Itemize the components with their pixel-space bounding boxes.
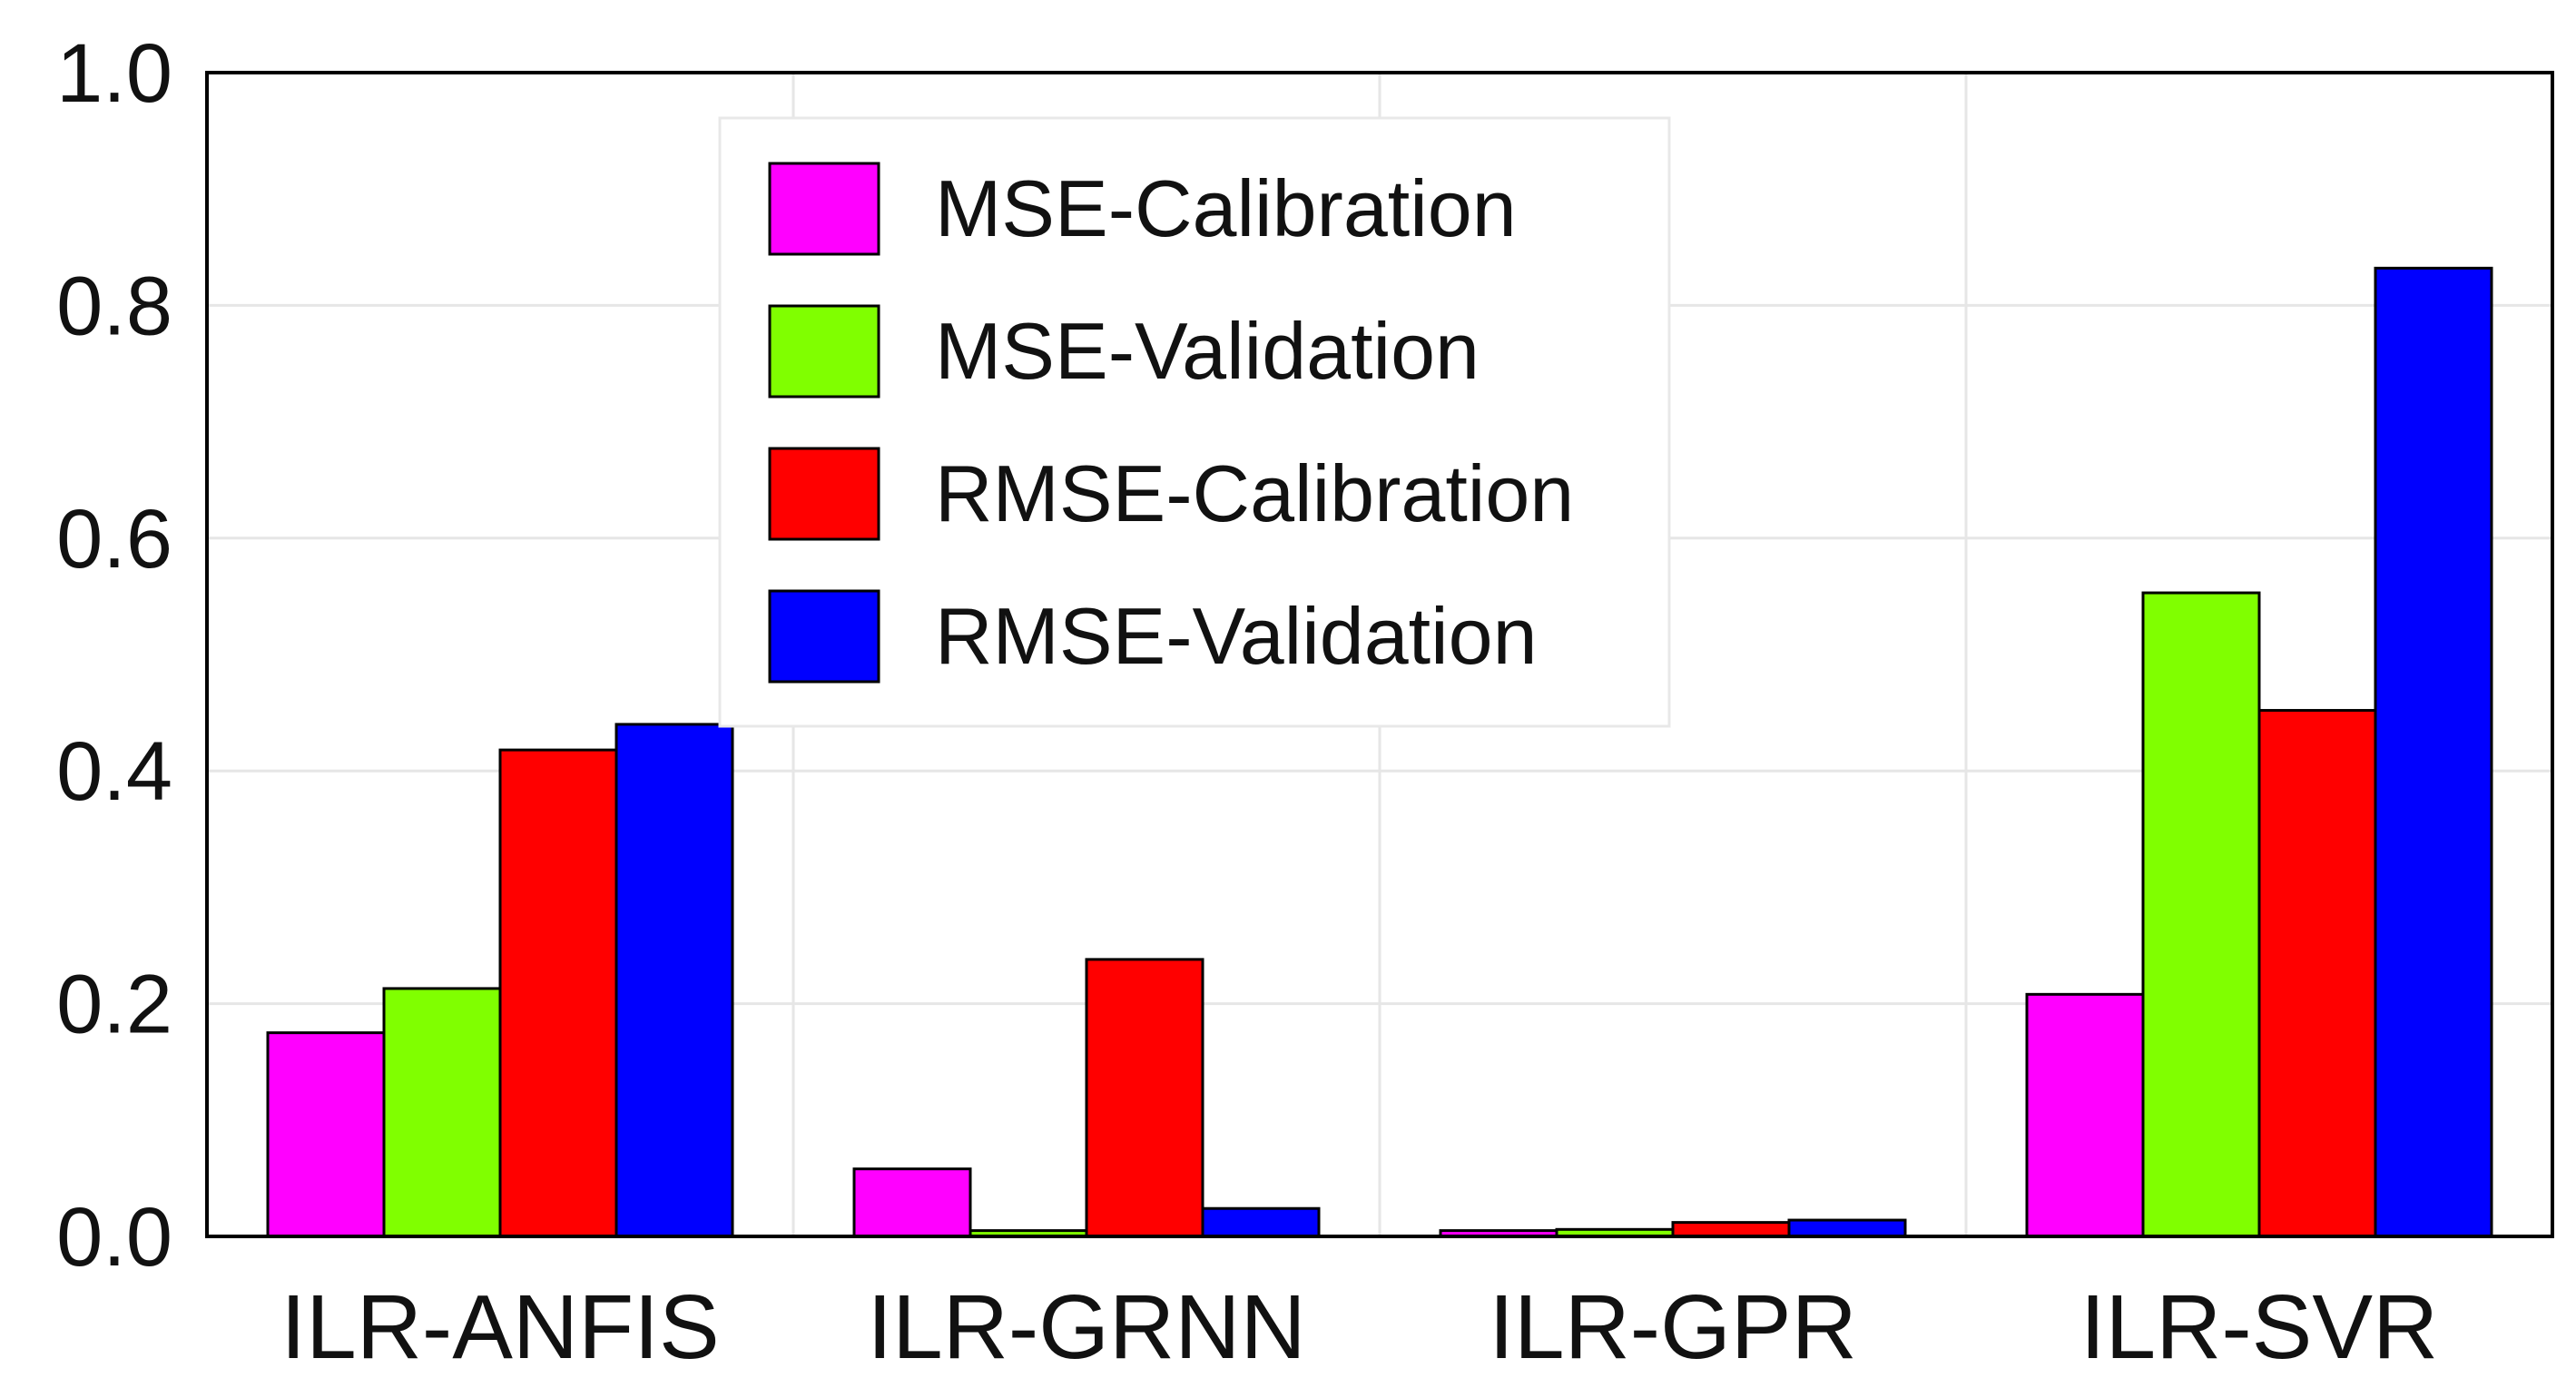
bar-rmse-validation-ilr-svr (2374, 266, 2493, 1238)
plot-frame (205, 71, 2554, 1238)
legend-swatch (768, 162, 880, 256)
bar-mse-validation-ilr-anfis (382, 987, 502, 1238)
bar-rmse-validation-ilr-anfis (615, 723, 734, 1238)
legend-label: MSE-Calibration (935, 163, 1517, 253)
legend-label: MSE-Validation (935, 306, 1480, 396)
bar-mse-calibration-ilr-anfis (266, 1031, 386, 1238)
x-category-label: ILR-SVR (2080, 1276, 2439, 1378)
bar-mse-calibration-ilr-grnn (852, 1167, 972, 1238)
bar-mse-calibration-ilr-svr (2025, 992, 2145, 1238)
bar-rmse-validation-ilr-gpr (1787, 1218, 1907, 1238)
x-category-label: ILR-GPR (1489, 1276, 1857, 1378)
y-tick-label: 0.6 (56, 493, 172, 586)
x-category-label: ILR-ANFIS (280, 1276, 719, 1378)
legend-label: RMSE-Calibration (935, 448, 1574, 538)
legend-label: RMSE-Validation (935, 591, 1538, 681)
bars (266, 266, 2493, 1238)
y-tick-label: 0.2 (56, 959, 172, 1051)
bar-rmse-validation-ilr-grnn (1201, 1206, 1321, 1238)
legend-swatch (768, 447, 880, 541)
bar-rmse-calibration-ilr-svr (2257, 709, 2377, 1238)
bar-mse-validation-ilr-svr (2141, 591, 2261, 1238)
y-tick-label: 0.0 (56, 1191, 172, 1284)
y-axis-tick-labels: 0.0 0.2 0.4 0.6 0.8 1.0 (56, 27, 172, 1284)
y-tick-label: 1.0 (56, 27, 172, 120)
x-axis-category-labels: ILR-ANFIS ILR-GRNN ILR-GPR ILR-SVR (280, 1276, 2438, 1378)
y-tick-label: 0.4 (56, 725, 172, 818)
bar-rmse-calibration-ilr-gpr (1671, 1221, 1791, 1238)
legend-swatch (768, 589, 880, 684)
legend-swatch (768, 304, 880, 399)
legend: MSE-Calibration MSE-Validation RMSE-Calibr… (718, 116, 1671, 728)
bar-rmse-calibration-ilr-grnn (1085, 958, 1204, 1238)
bar-rmse-calibration-ilr-anfis (498, 748, 618, 1238)
x-category-label: ILR-GRNN (867, 1276, 1305, 1378)
y-tick-label: 0.8 (56, 260, 172, 352)
axes (205, 71, 2554, 1238)
